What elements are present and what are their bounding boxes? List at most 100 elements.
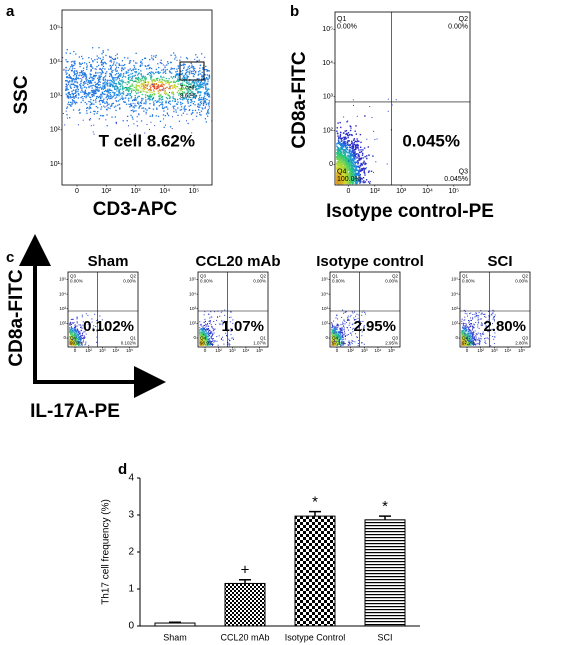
event-dot	[207, 94, 209, 96]
event-dot	[180, 70, 182, 72]
event-dot	[126, 120, 128, 122]
event-dot	[337, 171, 339, 173]
event-dot	[206, 98, 208, 101]
event-dot	[199, 112, 201, 114]
event-dot	[341, 164, 343, 167]
event-dot	[343, 343, 345, 345]
event-dot	[342, 156, 344, 158]
event-dot	[159, 98, 161, 100]
event-dot	[343, 141, 346, 144]
event-dot	[224, 314, 226, 316]
event-dot	[345, 182, 348, 184]
event-dot	[335, 328, 337, 330]
event-dot	[158, 66, 160, 69]
event-dot	[199, 87, 201, 89]
event-dot	[199, 70, 201, 72]
event-dot	[163, 126, 165, 128]
event-dot	[134, 89, 136, 91]
event-dot	[83, 72, 85, 74]
event-dot	[356, 173, 358, 175]
event-dot	[111, 75, 113, 77]
event-dot	[210, 316, 212, 318]
event-dot	[205, 85, 207, 87]
event-dot	[112, 85, 114, 88]
event-dot	[360, 149, 362, 151]
event-dot	[188, 83, 191, 85]
event-dot	[115, 55, 117, 57]
event-dot	[92, 84, 94, 86]
event-dot	[70, 327, 72, 329]
event-dot	[65, 83, 67, 85]
event-dot	[230, 334, 232, 336]
event-dot	[175, 88, 177, 90]
event-dot	[332, 336, 334, 337]
event-dot	[88, 100, 90, 103]
event-dot	[344, 336, 346, 338]
event-dot	[108, 96, 110, 98]
event-dot	[202, 330, 204, 332]
event-dot	[72, 100, 74, 102]
event-dot	[72, 341, 74, 343]
event-dot	[352, 158, 354, 160]
event-dot	[347, 136, 349, 139]
event-dot	[339, 341, 341, 343]
event-dot	[112, 69, 114, 72]
event-dot	[333, 320, 335, 322]
event-dot	[356, 143, 358, 146]
event-dot	[346, 165, 348, 168]
event-dot	[333, 325, 335, 327]
event-dot	[72, 78, 74, 80]
event-dot	[335, 329, 337, 331]
event-dot	[348, 161, 351, 163]
event-dot	[141, 93, 143, 96]
event-dot	[115, 84, 117, 86]
event-dot	[187, 66, 189, 68]
event-dot	[74, 78, 76, 80]
event-dot	[152, 96, 155, 99]
event-dot	[115, 66, 118, 68]
event-dot	[178, 94, 180, 96]
event-dot	[207, 323, 209, 325]
event-dot	[342, 334, 344, 336]
event-dot	[179, 59, 181, 61]
event-dot	[340, 143, 342, 146]
event-dot	[336, 343, 338, 345]
event-dot	[206, 343, 208, 345]
event-dot	[79, 338, 81, 340]
event-dot	[174, 76, 176, 79]
event-dot	[116, 86, 118, 88]
event-dot	[197, 104, 199, 106]
event-dot	[69, 66, 72, 68]
event-dot	[178, 93, 180, 95]
event-dot	[76, 102, 78, 104]
event-dot	[199, 338, 201, 340]
event-dot	[115, 82, 118, 85]
event-dot	[341, 340, 343, 342]
event-dot	[222, 324, 224, 326]
event-dot	[118, 76, 120, 78]
event-dot	[343, 325, 345, 327]
event-dot	[347, 344, 349, 346]
event-dot	[208, 75, 210, 77]
event-dot	[337, 342, 339, 344]
event-dot	[357, 166, 359, 168]
event-dot	[138, 107, 140, 109]
event-dot	[339, 344, 341, 346]
event-dot	[71, 64, 73, 66]
event-dot	[203, 92, 206, 95]
event-dot	[338, 170, 340, 172]
event-dot	[167, 93, 169, 96]
event-dot	[199, 333, 201, 335]
event-dot	[337, 174, 340, 177]
event-dot	[159, 97, 161, 99]
event-dot	[101, 60, 103, 63]
event-dot	[102, 58, 104, 61]
event-dot	[130, 109, 132, 112]
event-dot	[75, 333, 77, 335]
event-dot	[150, 78, 152, 80]
event-dot	[65, 110, 67, 112]
event-dot	[200, 342, 202, 344]
event-dot	[336, 143, 338, 145]
event-dot	[114, 88, 116, 90]
event-dot	[196, 112, 198, 114]
